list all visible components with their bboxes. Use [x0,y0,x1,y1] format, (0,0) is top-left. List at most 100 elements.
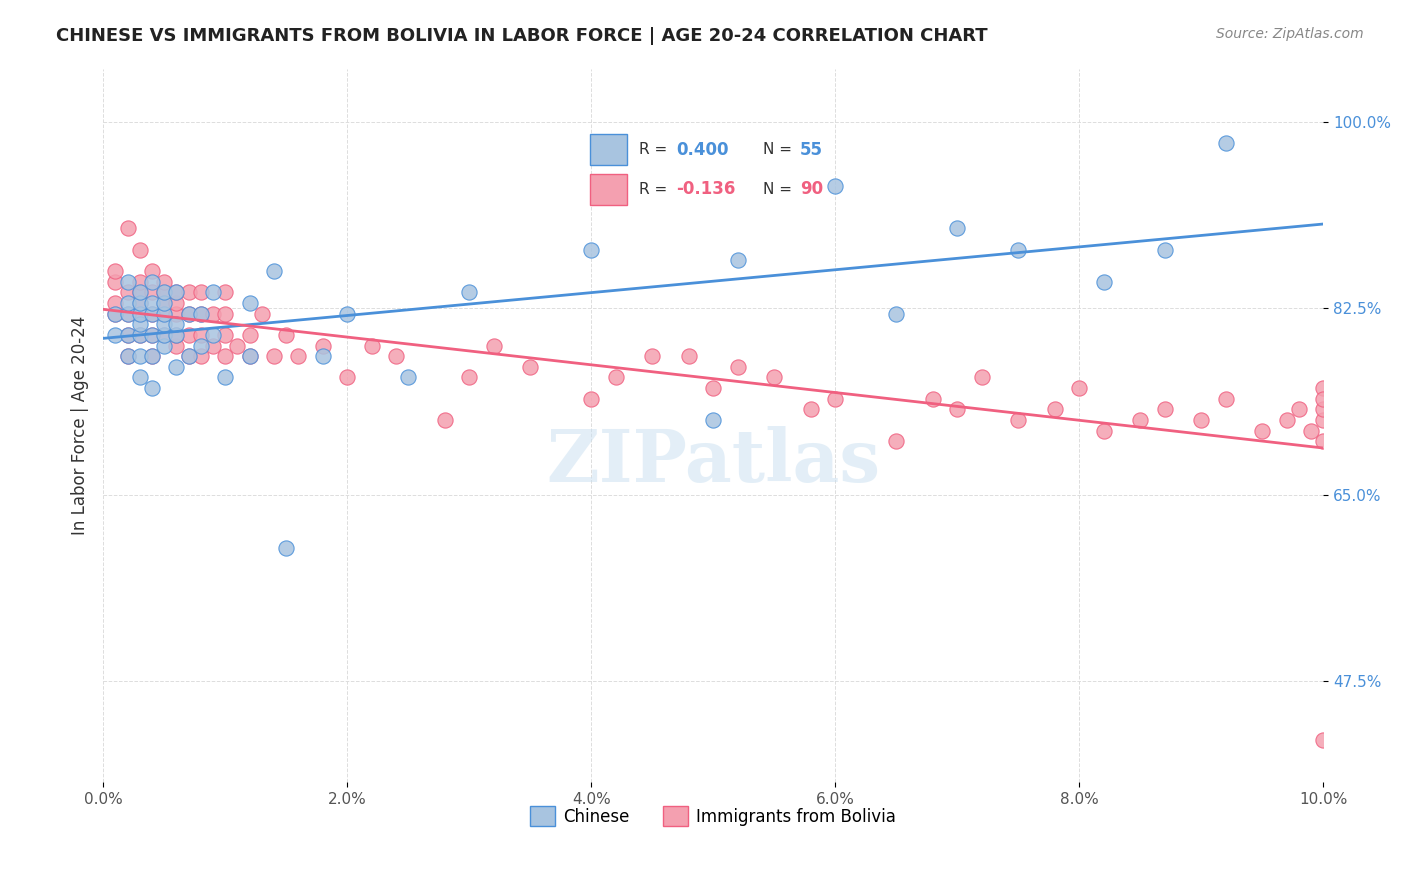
Point [336,307,359,321]
Point [605,370,627,384]
Point [201,285,224,300]
Point [921,392,943,406]
Legend: Chinese, Immigrants from Bolivia: Chinese, Immigrants from Bolivia [522,797,904,835]
Point [190,307,212,321]
Text: Source: ZipAtlas.com: Source: ZipAtlas.com [1216,27,1364,41]
Point [117,327,139,342]
Point [702,413,724,427]
Point [263,349,285,363]
Point [128,327,150,342]
Point [201,338,224,352]
Point [165,317,187,331]
Point [141,296,163,310]
Point [190,327,212,342]
Point [104,264,127,278]
FancyBboxPatch shape [589,174,627,205]
Point [141,349,163,363]
Point [1251,424,1274,438]
Point [238,296,260,310]
Point [458,370,481,384]
Point [104,327,127,342]
Point [141,327,163,342]
Point [153,307,176,321]
Point [1092,424,1115,438]
Point [117,275,139,289]
Text: -0.136: -0.136 [676,180,735,198]
Point [214,285,236,300]
Point [1312,381,1334,395]
Point [153,285,176,300]
Point [177,285,200,300]
Point [396,370,419,384]
Point [1275,413,1298,427]
Text: N =: N = [763,143,797,157]
Point [1299,424,1322,438]
Point [190,285,212,300]
Point [117,327,139,342]
Point [312,349,335,363]
Point [153,296,176,310]
Point [165,338,187,352]
Point [727,253,749,268]
Point [214,307,236,321]
Point [276,541,298,555]
Point [177,307,200,321]
Point [128,370,150,384]
Point [165,327,187,342]
Point [128,296,150,310]
Point [177,307,200,321]
Point [641,349,664,363]
Point [519,359,541,374]
Point [117,285,139,300]
FancyBboxPatch shape [589,134,627,165]
Point [141,381,163,395]
Point [165,359,187,374]
Point [238,349,260,363]
Point [1312,392,1334,406]
Point [214,349,236,363]
Point [824,392,846,406]
Point [946,402,969,417]
Point [201,327,224,342]
Point [579,243,602,257]
Point [141,327,163,342]
Point [824,178,846,193]
Point [433,413,456,427]
Point [128,285,150,300]
Point [177,327,200,342]
Text: N =: N = [763,182,797,196]
Point [946,221,969,235]
Point [360,338,382,352]
Point [141,307,163,321]
Point [128,243,150,257]
Point [128,349,150,363]
Point [238,349,260,363]
Point [727,359,749,374]
Point [128,327,150,342]
Point [1153,243,1175,257]
Point [1189,413,1212,427]
Point [128,296,150,310]
Point [238,327,260,342]
Point [702,381,724,395]
Point [336,370,359,384]
Point [1129,413,1152,427]
Point [1215,392,1237,406]
Point [153,327,176,342]
Point [1069,381,1091,395]
Point [800,402,823,417]
Point [165,285,187,300]
Point [165,296,187,310]
Point [884,307,907,321]
Point [165,327,187,342]
Point [482,338,505,352]
Point [153,307,176,321]
Point [970,370,993,384]
Point [190,349,212,363]
Point [153,285,176,300]
Point [1007,243,1029,257]
Point [1312,434,1334,449]
Point [128,285,150,300]
Point [117,221,139,235]
Point [117,307,139,321]
